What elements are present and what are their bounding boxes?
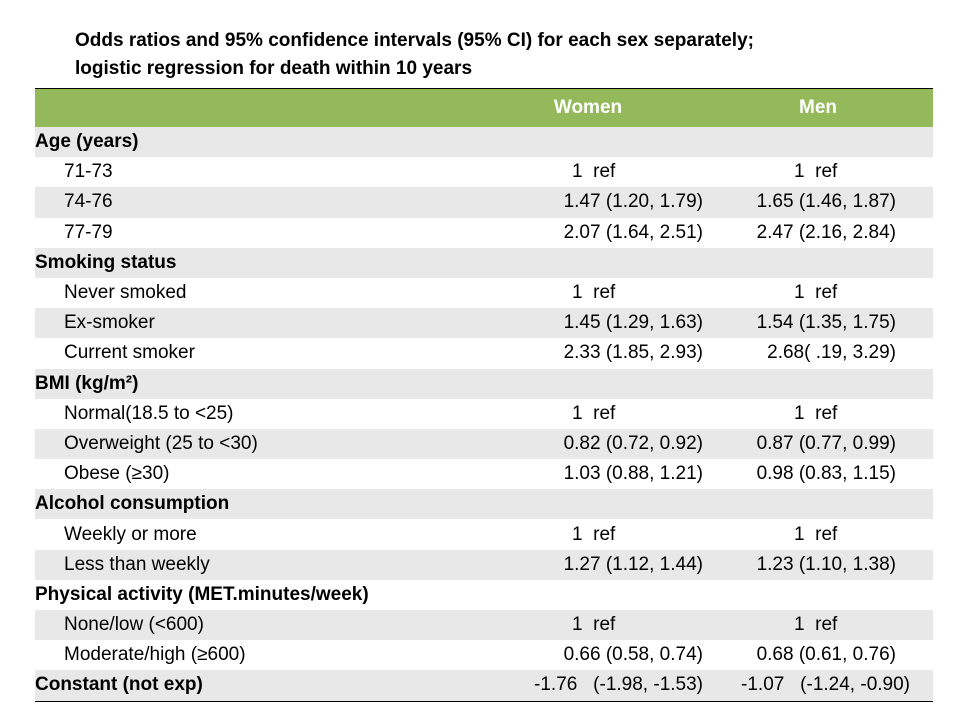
odds-ratio-table: Women Men Age (years) 71-73 1 ref 1 ref 74-7… [35,88,933,702]
section-row: Age (years) [35,127,933,158]
title-line-1: Odds ratios and 95% confidence intervals… [75,30,754,51]
men-value: 0.87 (0.77, 0.99) [756,432,896,454]
women-value: 1 ref [572,614,616,636]
men-value: 0.68 (0.61, 0.76) [756,644,896,666]
section-label: Alcohol consumption [35,493,230,515]
row-label: 71-73 [64,161,113,183]
row-label: Current smoker [64,342,195,364]
men-value: 0.98 (0.83, 1.15) [756,463,896,485]
women-value: 1 ref [572,402,616,424]
section-row: Alcohol consumption [35,489,933,520]
row-label: Ex-smoker [64,312,155,334]
header-women: Women [553,97,623,118]
men-value: 2.47 (2.16, 2.84) [756,221,896,243]
table-row: Constant (not exp) -1.76 (-1.98, -1.53) -1… [35,670,933,702]
section-row: Smoking status [35,247,933,278]
row-label: Weekly or more [64,523,197,545]
men-value: -1.07 (-1.24, -0.90) [741,674,910,696]
table-row: Moderate/high (≥600) 0.66 (0.58, 0.74) 0.6… [35,640,933,670]
men-value: 1 ref [794,614,838,636]
table-row: Normal(18.5 to <25) 1 ref 1 ref [35,399,933,429]
table-row: Less than weekly 1.27 (1.12, 1.44) 1.23 (1… [35,549,933,580]
slide-title: Odds ratios and 95% confidence intervals… [75,27,754,83]
row-label: Less than weekly [64,553,210,575]
women-value: 0.66 (0.58, 0.74) [563,644,703,666]
men-value: 1.65 (1.46, 1.87) [756,191,896,213]
women-value: 1.03 (0.88, 1.21) [563,463,703,485]
table-row: Overweight (25 to <30) 0.82 (0.72, 0.92) 0… [35,428,933,460]
men-value: 1 ref [794,282,838,304]
section-label: Age (years) [35,131,139,153]
women-value: 0.82 (0.72, 0.92) [563,432,703,454]
men-value: 1.23 (1.10, 1.38) [756,553,896,575]
women-value: 1.45 (1.29, 1.63) [563,312,703,334]
table-body: Age (years) 71-73 1 ref 1 ref 74-76 1.47 (1.2… [35,127,933,702]
row-label: Normal(18.5 to <25) [64,402,234,424]
section-label: BMI (kg/m²) [35,372,139,394]
table-row: 71-73 1 ref 1 ref [35,157,933,187]
table-row: 74-76 1.47 (1.20, 1.79) 1.65 (1.46, 1.87) [35,187,933,218]
section-row: BMI (kg/m²) [35,368,933,399]
women-value: 1 ref [572,161,616,183]
section-label: Physical activity (MET.minutes/week) [35,583,369,605]
women-value: -1.76 (-1.98, -1.53) [534,674,703,696]
men-value: 1 ref [794,161,838,183]
table-row: Obese (≥30) 1.03 (0.88, 1.21) 0.98 (0.83, … [35,459,933,489]
title-line-2: logistic regression for death within 10 … [75,58,473,79]
row-label: Obese (≥30) [64,463,170,485]
row-label: Never smoked [64,282,187,304]
row-label: None/low (<600) [64,614,204,636]
table-row: Weekly or more 1 ref 1 ref [35,519,933,549]
men-value: 1 ref [794,402,838,424]
women-value: 1 ref [572,282,616,304]
table-header: Women Men [35,88,933,127]
row-label: 74-76 [64,191,113,213]
table-row: 77-79 2.07 (1.64, 2.51) 2.47 (2.16, 2.84) [35,218,933,248]
table-row: Ex-smoker 1.45 (1.29, 1.63) 1.54 (1.35, 1.… [35,308,933,339]
table-row: None/low (<600) 1 ref 1 ref [35,610,933,641]
women-value: 1 ref [572,523,616,545]
women-value: 1.47 (1.20, 1.79) [563,191,703,213]
table-row: Current smoker 2.33 (1.85, 2.93) 2.68( .19… [35,338,933,368]
men-value: 1 ref [794,523,838,545]
women-value: 2.07 (1.64, 2.51) [563,221,703,243]
table-row: Never smoked 1 ref 1 ref [35,278,933,308]
men-value: 1.54 (1.35, 1.75) [756,312,896,334]
row-label: 77-79 [64,221,113,243]
header-men: Men [799,97,837,118]
section-label: Smoking status [35,251,177,273]
row-label: Constant (not exp) [35,674,203,696]
row-label: Overweight (25 to <30) [64,432,258,454]
row-label: Moderate/high (≥600) [64,644,246,666]
section-row: Physical activity (MET.minutes/week) [35,580,933,610]
women-value: 1.27 (1.12, 1.44) [563,553,703,575]
women-value: 2.33 (1.85, 2.93) [563,342,703,364]
men-value: 2.68( .19, 3.29) [767,342,896,364]
